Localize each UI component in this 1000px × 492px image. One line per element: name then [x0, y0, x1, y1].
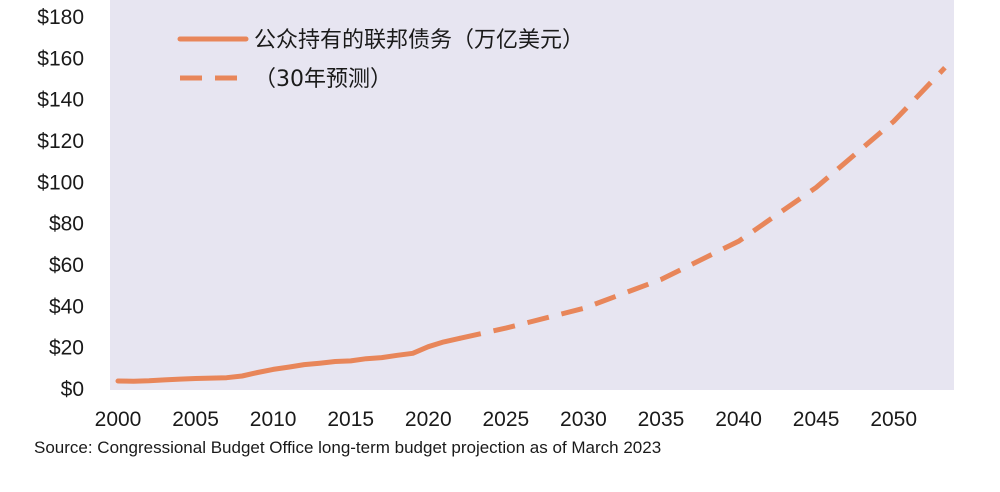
x-tick-label: 2025	[482, 408, 529, 431]
y-axis: $0 $20 $40 $60 $80 $100 $120 $140 $160 $180	[37, 6, 84, 401]
y-tick-label: $140	[37, 89, 84, 112]
legend: 公众持有的联邦债务（万亿美元） （30年预测）	[177, 28, 584, 92]
y-tick-label: $120	[37, 130, 84, 153]
x-tick-label: 2015	[327, 408, 374, 431]
x-tick-label: 2005	[172, 408, 219, 431]
y-tick-label: $80	[49, 213, 84, 236]
x-tick-label: 2010	[250, 408, 297, 431]
legend-label-projection: （30年预测）	[254, 67, 392, 92]
legend-label-debt: 公众持有的联邦债务（万亿美元）	[254, 28, 584, 53]
x-axis: 2000 2005 2010 2015 2020 2025 2030 2035 2040 2045…	[95, 408, 917, 431]
y-tick-label: $40	[49, 295, 84, 318]
x-tick-label: 2020	[405, 408, 452, 431]
series-line-debt	[115, 335, 462, 384]
series-line-projection	[458, 65, 947, 341]
series-layer	[115, 65, 947, 384]
plot-background	[110, 0, 954, 390]
x-tick-label: 2035	[638, 408, 685, 431]
x-tick-label: 2040	[715, 408, 762, 431]
source-note: Source: Congressional Budget Office long…	[34, 438, 661, 457]
y-tick-label: $60	[49, 254, 84, 277]
x-tick-label: 2030	[560, 408, 607, 431]
y-tick-label: $20	[49, 337, 84, 360]
x-tick-label: 2000	[95, 408, 142, 431]
x-tick-label: 2050	[870, 408, 917, 431]
y-tick-label: $180	[37, 6, 84, 29]
y-tick-label: $0	[61, 378, 84, 401]
y-tick-label: $160	[37, 47, 84, 70]
y-tick-label: $100	[37, 171, 84, 194]
x-tick-label: 2045	[793, 408, 840, 431]
